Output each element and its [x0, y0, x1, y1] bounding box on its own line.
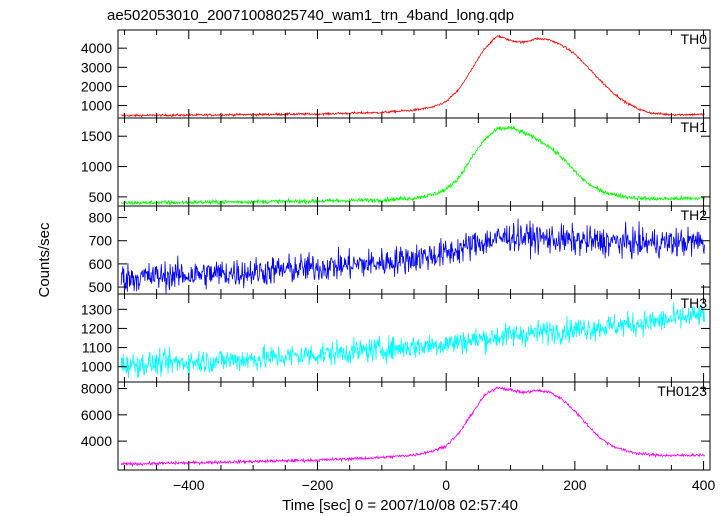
- panel-frame-TH0123: [117, 381, 711, 471]
- y-tick-label: 600: [89, 256, 113, 272]
- series-line-TH2: [120, 218, 705, 294]
- y-tick-label: 1300: [81, 301, 112, 317]
- series-label-TH3: TH3: [681, 295, 708, 311]
- y-tick-label: 500: [89, 279, 113, 295]
- y-tick-label: 800: [89, 210, 113, 226]
- series-line-TH0: [121, 34, 705, 118]
- series-label-TH0123: TH0123: [657, 383, 707, 399]
- y-tick-label: 1000: [81, 159, 112, 175]
- chart-title: ae502053010_20071008025740_wam1_trn_4ban…: [107, 7, 514, 24]
- series-label-TH2: TH2: [681, 207, 708, 223]
- series-line-TH3: [120, 302, 705, 379]
- y-tick-label: 8000: [81, 381, 112, 397]
- x-tick-label: −200: [302, 477, 334, 493]
- series-label-TH0: TH0: [681, 31, 708, 47]
- series-line-TH0123: [120, 386, 705, 468]
- y-tick-label: 3000: [81, 59, 112, 75]
- x-tick-label: −400: [173, 477, 205, 493]
- y-tick-label: 1000: [81, 98, 112, 114]
- panel-frame-TH2: [117, 205, 711, 295]
- y-axis-label: Counts/sec: [36, 222, 53, 298]
- series-label-TH1: TH1: [681, 119, 708, 135]
- y-tick-label: 4000: [81, 40, 112, 56]
- y-tick-label: 4000: [81, 433, 112, 449]
- y-tick-label: 1500: [81, 128, 112, 144]
- y-tick-label: 2000: [81, 78, 112, 94]
- panel-frame-TH1: [117, 117, 711, 207]
- y-tick-label: 500: [89, 189, 113, 205]
- y-tick-label: 6000: [81, 407, 112, 423]
- x-tick-label: 400: [692, 477, 716, 493]
- y-tick-label: 700: [89, 233, 113, 249]
- panel-frame-TH0: [117, 29, 711, 119]
- y-tick-label: 1100: [82, 340, 112, 356]
- y-tick-label: 1000: [81, 359, 112, 375]
- y-tick-label: 1200: [81, 320, 112, 336]
- panels: 1000200030004000TH050010001500TH15006007…: [81, 29, 716, 493]
- x-axis-label: Time [sec] 0 = 2007/10/08 02:57:40: [282, 497, 518, 514]
- x-tick-label: 200: [563, 477, 587, 493]
- series-line-TH1: [121, 125, 705, 206]
- x-tick-label: 0: [442, 477, 450, 493]
